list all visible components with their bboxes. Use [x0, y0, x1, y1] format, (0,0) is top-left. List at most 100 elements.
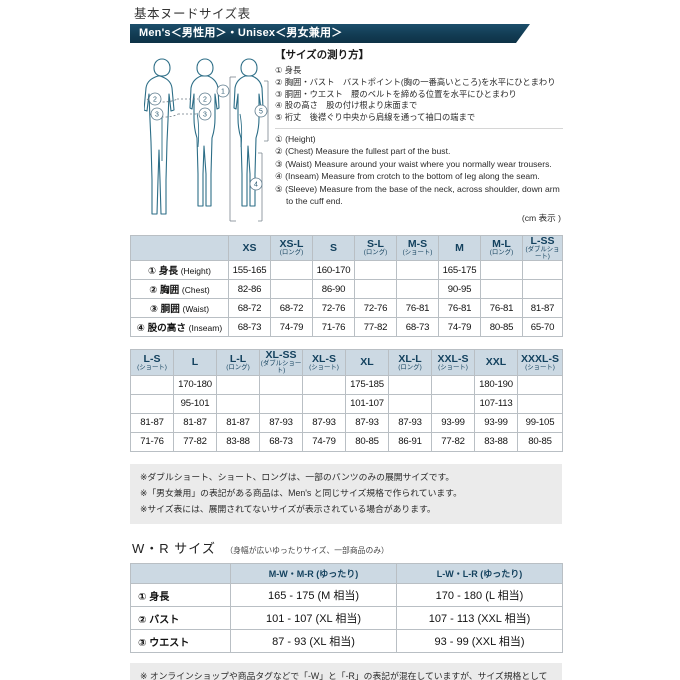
note-line: ※ダブルショート、ショート、ロングは、一部のパンツのみの展開サイズです。	[140, 471, 455, 482]
figure-front	[143, 58, 175, 215]
cell: 74-79	[438, 317, 481, 338]
banner-label: Men's＜男性用＞・Unisex＜男女兼用＞	[139, 27, 343, 39]
cell: 155-165	[228, 260, 271, 281]
cell	[480, 279, 523, 300]
marker-2b: 2	[203, 97, 207, 104]
cell: 175-185	[345, 374, 389, 395]
table1-col-header: M-L (ロング)	[480, 234, 523, 262]
table1-header-row: XS XS-L (ロング) S S-L (ロング)	[130, 234, 563, 262]
instr-jp-item: ⑤ 裄丈 後襟ぐり中央から肩線を通って袖口の端まで	[275, 112, 476, 123]
cell: 99-105	[517, 412, 563, 433]
wr-corner-cell	[130, 563, 231, 585]
instr-en-item: ② (Chest) Measure the fullest part of th…	[275, 146, 451, 157]
cell: 68-73	[228, 317, 271, 338]
cell: 68-73	[396, 317, 439, 338]
row-label: ③ 胴囲 (Waist)	[130, 298, 229, 319]
cell: 87-93	[388, 412, 432, 433]
cell: 71-76	[312, 317, 355, 338]
row-label: ① 身長 (Height)	[130, 260, 229, 281]
cell: 87-93	[345, 412, 389, 433]
instr-en-item: ⑤ (Sleeve) Measure from the base of the …	[275, 183, 560, 207]
table-row: ① 身長 (Height) 155-165 160-170 165-175	[130, 260, 563, 281]
cell: 76-81	[480, 298, 523, 319]
wr-cell-l: 93 - 99 (XXL 相当)	[396, 629, 563, 654]
marker-4: 4	[254, 182, 258, 189]
table-row: ③ ウエスト 87 - 93 (XL 相当) 93 - 99 (XXL 相当)	[130, 629, 563, 654]
cell	[302, 374, 346, 395]
wr-subtitle: （身幅が広いゆったりサイズ、一部商品のみ）	[225, 546, 389, 556]
wr-size-table: M-W・M-R (ゆったり) L-W・L-R (ゆったり) ① 身長 165 -…	[130, 563, 563, 654]
table2-col-header: L-L (ロング)	[216, 349, 260, 376]
table1-col-header: M-S (ショート)	[396, 234, 439, 262]
table2-col-header: L-S (ショート)	[130, 349, 174, 376]
cell	[259, 393, 303, 414]
marker-2a: 2	[153, 97, 157, 104]
body-figures-illustration: 2 3 2 3 1 5 4	[143, 51, 274, 229]
marker-1: 1	[221, 89, 225, 96]
table1-col-header: S-L (ロング)	[354, 234, 397, 262]
table2-body: 170-180 175-185 180-190 95-101 1	[130, 374, 563, 452]
table-row: ④ 股の高さ (Inseam) 68-73 74-79 71-76 77-82 …	[130, 317, 563, 338]
wr-title: W・R サイズ	[132, 541, 216, 557]
cell	[522, 260, 563, 281]
cell: 93-99	[431, 412, 475, 433]
table-row: ③ 胴囲 (Waist) 68-72 68-72 72-76 72-76 76-…	[130, 298, 563, 319]
cell: 80-85	[480, 317, 523, 338]
wr-row-label: ② バスト	[130, 606, 231, 631]
cell: 81-87	[216, 412, 260, 433]
cell	[431, 374, 475, 395]
cell	[130, 393, 174, 414]
cell	[388, 374, 432, 395]
figure-side	[189, 58, 220, 207]
marker-5: 5	[259, 109, 263, 116]
cell: 68-72	[270, 298, 313, 319]
cell: 81-87	[173, 412, 217, 433]
cell	[216, 393, 260, 414]
instr-en-item: ④ (Inseam) Measure from crotch to the bo…	[275, 171, 540, 182]
cell	[354, 279, 397, 300]
cell: 107-113	[474, 393, 518, 414]
cell	[480, 260, 523, 281]
cell: 81-87	[522, 298, 563, 319]
cell: 101-107	[345, 393, 389, 414]
instr-jp-item: ③ 胴囲・ウエスト 腰のベルトを締める位置を水平にひとまわり	[275, 88, 517, 99]
cell: 77-82	[431, 431, 475, 452]
table-row: ② 胸囲 (Chest) 82-86 86-90 90-95	[130, 279, 563, 300]
cell: 68-72	[228, 298, 271, 319]
table2-col-header: XL	[345, 349, 389, 376]
table1-body: ① 身長 (Height) 155-165 160-170 165-175 ② …	[130, 260, 563, 338]
table1-col-header: XS-L (ロング)	[270, 234, 313, 262]
table2-col-header: XXL	[474, 349, 518, 376]
cell: 72-76	[312, 298, 355, 319]
cell: 72-76	[354, 298, 397, 319]
table1-col-header: L-SS (ダブルショート)	[522, 234, 563, 262]
cell	[259, 374, 303, 395]
cell: 87-93	[302, 412, 346, 433]
cell: 93-99	[474, 412, 518, 433]
cell: 83-88	[216, 431, 260, 452]
table2-col-header: L	[173, 349, 217, 376]
content-column: 基本ヌードサイズ表 Men's＜男性用＞・Unisex＜男女兼用＞	[130, 0, 563, 680]
size-table-xs-to-lss: XS XS-L (ロング) S S-L (ロング)	[130, 234, 563, 338]
section-banner: Men's＜男性用＞・Unisex＜男女兼用＞	[130, 24, 562, 43]
row-label: ② 胸囲 (Chest)	[130, 279, 229, 300]
table2-col-header: XL-L (ロング)	[388, 349, 432, 376]
table-row: 170-180 175-185 180-190	[130, 374, 563, 395]
row-label: ④ 股の高さ (Inseam)	[130, 317, 229, 338]
figure-profile	[233, 58, 264, 207]
table2-col-header: XXL-S (ショート)	[431, 349, 475, 376]
cell: 74-79	[302, 431, 346, 452]
cell	[431, 393, 475, 414]
cell	[302, 393, 346, 414]
cell: 77-82	[354, 317, 397, 338]
wr-col-header-mw: M-W・M-R (ゆったり)	[230, 563, 397, 585]
cell: 86-90	[312, 279, 355, 300]
cell: 165-175	[438, 260, 481, 281]
page-title: 基本ヌードサイズ表	[134, 7, 251, 21]
instr-jp-item: ① 身長	[275, 65, 302, 75]
wr-row-label: ③ ウエスト	[130, 629, 231, 654]
cell	[396, 279, 439, 300]
cell: 81-87	[130, 412, 174, 433]
body-figures-svg: 2 3 2 3 1 5 4	[143, 58, 269, 222]
